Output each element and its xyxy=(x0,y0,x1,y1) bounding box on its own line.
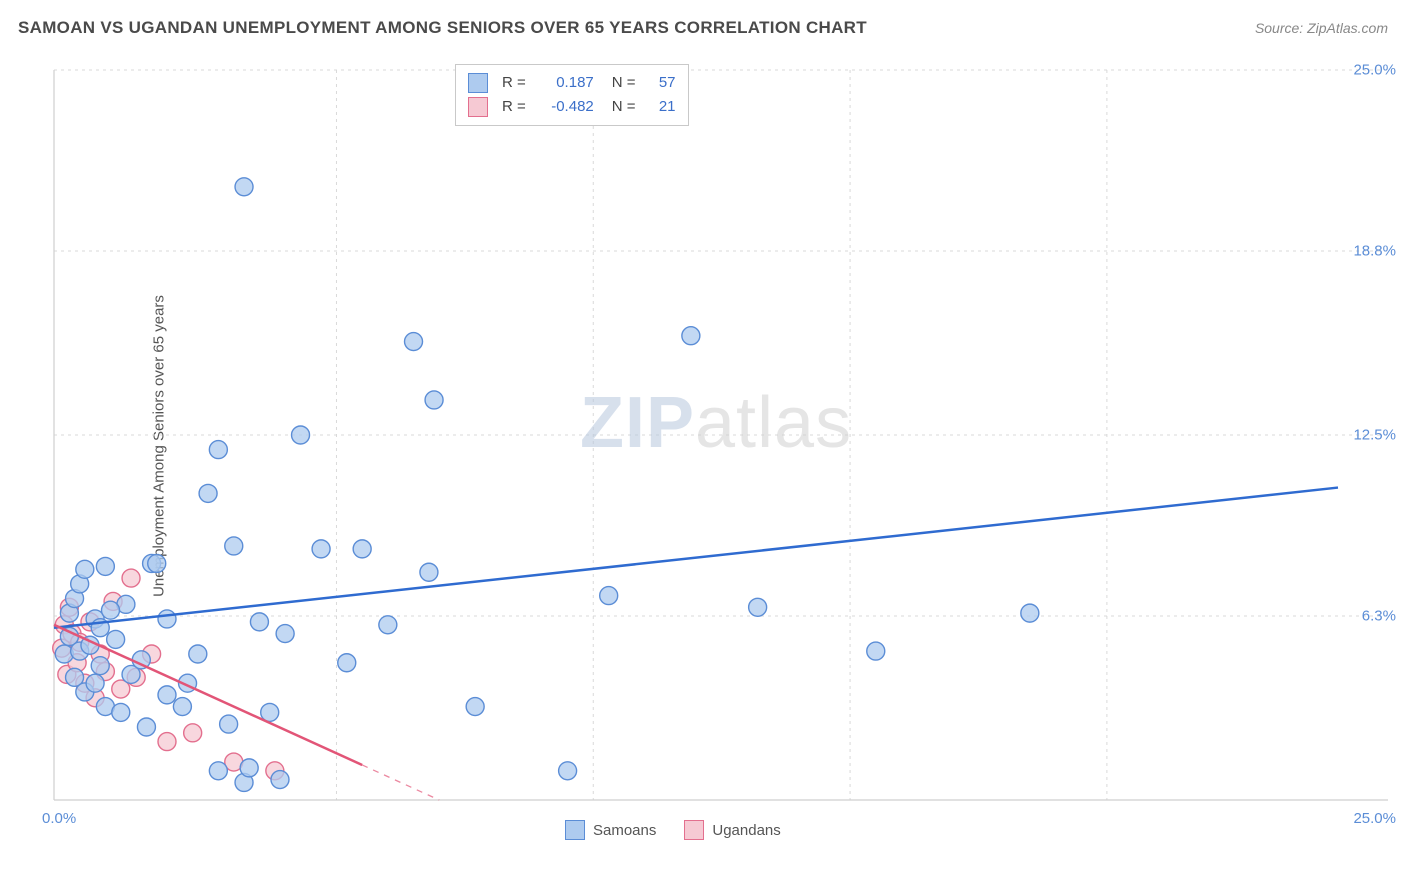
header-row: SAMOAN VS UGANDAN UNEMPLOYMENT AMONG SEN… xyxy=(18,18,1388,38)
n-label: N = xyxy=(612,71,636,95)
legend-swatch xyxy=(565,820,585,840)
chart-area xyxy=(48,60,1388,840)
series-name: Samoans xyxy=(593,822,656,839)
r-label: R = xyxy=(502,71,526,95)
r-value: -0.482 xyxy=(536,95,594,119)
scatter-plot xyxy=(48,60,1388,840)
x-axis-origin-label: 0.0% xyxy=(42,810,76,827)
y-tick-label: 6.3% xyxy=(1362,608,1396,625)
legend-swatch xyxy=(684,820,704,840)
y-tick-label: 18.8% xyxy=(1353,243,1396,260)
legend-swatch xyxy=(468,97,488,117)
y-tick-label: 12.5% xyxy=(1353,427,1396,444)
series-legend-item: Ugandans xyxy=(684,820,780,840)
x-axis-max-label: 25.0% xyxy=(1353,810,1396,827)
n-label: N = xyxy=(612,95,636,119)
r-value: 0.187 xyxy=(536,71,594,95)
series-legend-item: Samoans xyxy=(565,820,656,840)
source-label: Source: ZipAtlas.com xyxy=(1255,20,1388,36)
r-label: R = xyxy=(502,95,526,119)
legend-row: R = 0.187 N = 57 xyxy=(468,71,676,95)
chart-title: SAMOAN VS UGANDAN UNEMPLOYMENT AMONG SEN… xyxy=(18,18,867,38)
y-tick-label: 25.0% xyxy=(1353,62,1396,79)
legend-row: R = -0.482 N = 21 xyxy=(468,95,676,119)
n-value: 57 xyxy=(646,71,676,95)
legend-swatch xyxy=(468,73,488,93)
correlation-legend: R = 0.187 N = 57 R = -0.482 N = 21 xyxy=(455,64,689,126)
series-legend: Samoans Ugandans xyxy=(565,820,781,840)
series-name: Ugandans xyxy=(712,822,780,839)
n-value: 21 xyxy=(646,95,676,119)
